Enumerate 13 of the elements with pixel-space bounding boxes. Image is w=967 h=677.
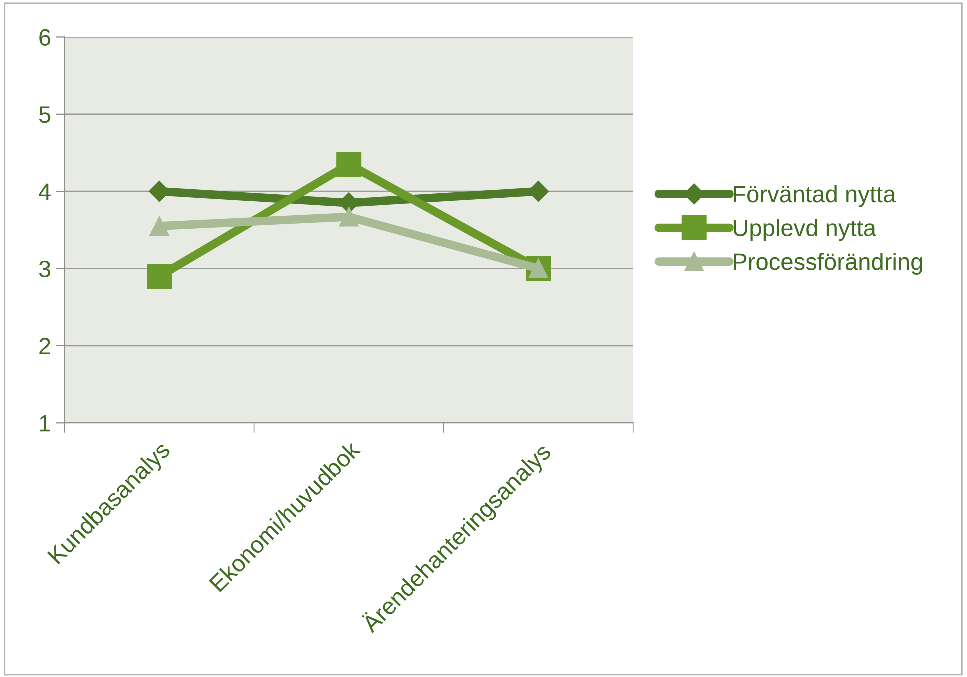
point (336, 152, 362, 178)
y-tick-label: 4 (39, 184, 51, 200)
y-tick-label: 1 (40, 415, 50, 432)
point (150, 216, 170, 236)
legend-label: Upplevd nytta (734, 219, 876, 242)
point (339, 207, 359, 227)
y-tick-label: 5 (39, 106, 51, 124)
y-tick-label: 6 (40, 29, 51, 46)
legend-label: Processförändring (734, 252, 922, 275)
y-tick-label: 3 (39, 260, 51, 278)
y-tick-label: 2 (40, 338, 50, 354)
point (147, 264, 172, 289)
legend-label: Förväntad nytta (734, 185, 896, 208)
